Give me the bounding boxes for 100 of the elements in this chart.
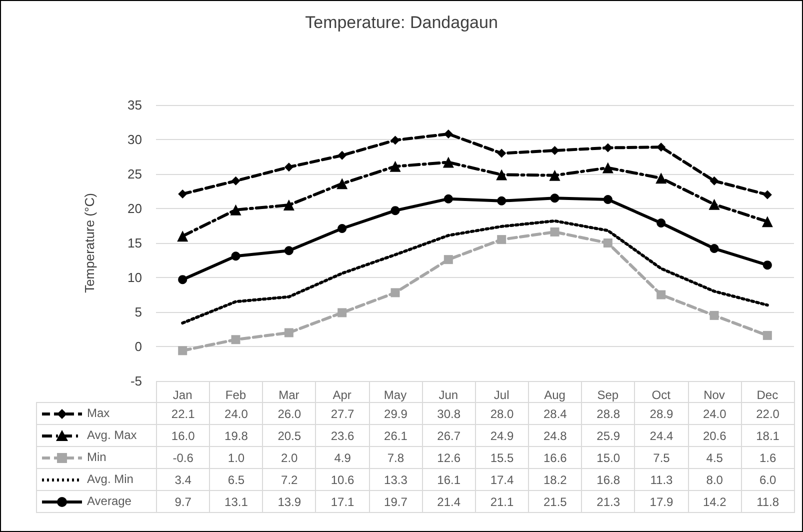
legend-label: Avg. Max	[87, 428, 137, 442]
point	[710, 310, 719, 320]
data-label: 29.9	[369, 402, 422, 424]
data-label: 24.8	[528, 424, 582, 446]
y-tick-label: 0	[134, 339, 142, 354]
data-label: 4.9	[316, 446, 370, 468]
data-label: 10.6	[316, 468, 370, 490]
point	[550, 227, 560, 236]
y-tick-label: 15	[128, 236, 142, 250]
data-label: 6.5	[210, 468, 263, 490]
data-label: 12.6	[422, 446, 476, 468]
point	[338, 224, 347, 234]
data-label: 19.8	[210, 424, 263, 446]
data-label: 2.0	[262, 446, 316, 468]
point	[603, 195, 612, 204]
point	[390, 288, 400, 298]
data-label: 3.4	[156, 468, 210, 490]
point	[230, 204, 242, 216]
data-label: 7.5	[634, 446, 688, 468]
y-tick-label: 30	[128, 132, 142, 147]
point	[656, 142, 666, 152]
data-label: 9.7	[156, 490, 210, 512]
x-tick-label: Nov	[704, 388, 725, 402]
legend-label: Max	[87, 406, 110, 420]
point	[762, 260, 772, 270]
point	[550, 194, 560, 203]
data-label: 24.0	[210, 402, 263, 424]
legend-label: Average	[87, 494, 132, 508]
line-series	[181, 219, 769, 325]
data-label: 16.0	[156, 424, 210, 446]
point	[390, 206, 400, 216]
x-tick-label: Sep	[597, 388, 619, 402]
data-label: 20.5	[262, 424, 316, 446]
data-label: 16.1	[422, 468, 476, 490]
data-label: 13.1	[210, 490, 263, 512]
point	[284, 328, 294, 338]
point	[177, 230, 188, 242]
legend-label: Avg. Min	[87, 472, 134, 486]
data-label: 28.0	[475, 402, 529, 424]
point	[231, 252, 240, 261]
data-label: 7.8	[369, 446, 422, 468]
data-label: 18.1	[741, 424, 794, 446]
point	[284, 162, 294, 172]
point	[710, 176, 719, 186]
data-label: 11.3	[634, 468, 688, 490]
point	[656, 218, 666, 228]
data-label: 28.4	[528, 402, 582, 424]
point	[497, 196, 506, 206]
point	[178, 190, 188, 199]
data-label: 13.3	[369, 468, 422, 490]
data-label: 22.0	[741, 402, 794, 424]
data-label: 17.1	[316, 490, 370, 512]
point	[231, 176, 240, 186]
data-label: 20.6	[688, 424, 742, 446]
data-label: 8.0	[688, 468, 742, 490]
data-label: 4.5	[688, 446, 742, 468]
data-label: -0.6	[156, 446, 210, 468]
x-tick-label: Jan	[172, 388, 192, 402]
x-tick-label: Jul	[494, 388, 510, 402]
point	[496, 169, 508, 180]
point	[444, 255, 453, 264]
data-label: 19.7	[369, 490, 422, 512]
point	[178, 346, 188, 356]
point	[549, 170, 560, 181]
data-label: 27.7	[316, 402, 370, 424]
x-tick-label: Jun	[438, 388, 458, 402]
y-tick-label: -5	[130, 374, 142, 388]
point	[550, 146, 560, 156]
data-label: 15.0	[582, 446, 635, 468]
data-label: 28.8	[582, 402, 635, 424]
data-label: 18.2	[528, 468, 582, 490]
y-tick-label: 35	[128, 98, 142, 112]
data-label: 7.2	[262, 468, 316, 490]
point	[336, 178, 348, 190]
point	[656, 172, 667, 184]
data-label: 28.9	[634, 402, 688, 424]
x-tick-label: Aug	[544, 388, 566, 402]
data-label: 16.6	[528, 446, 582, 468]
point	[708, 198, 720, 210]
point	[284, 246, 294, 256]
data-label: 24.9	[475, 424, 529, 446]
point	[497, 235, 506, 244]
x-tick-label: Feb	[225, 388, 246, 402]
data-label: 11.8	[741, 490, 794, 512]
chart-title: Temperature: Dandagaun	[305, 13, 498, 32]
y-axis-title: Temperature (°C)	[82, 193, 97, 293]
data-label: 13.9	[262, 490, 316, 512]
data-label: 24.0	[688, 402, 742, 424]
y-tick-label: 5	[134, 304, 142, 320]
data-label: 24.4	[634, 424, 688, 446]
data-label: 16.8	[582, 468, 635, 490]
point	[762, 330, 772, 340]
data-label: 6.0	[741, 468, 794, 490]
point	[390, 136, 400, 145]
data-label: 17.4	[475, 468, 529, 490]
point	[178, 275, 188, 284]
data-label: 21.3	[582, 490, 635, 512]
point	[338, 150, 347, 160]
point	[762, 190, 772, 200]
y-tick-label: 25	[128, 166, 142, 182]
